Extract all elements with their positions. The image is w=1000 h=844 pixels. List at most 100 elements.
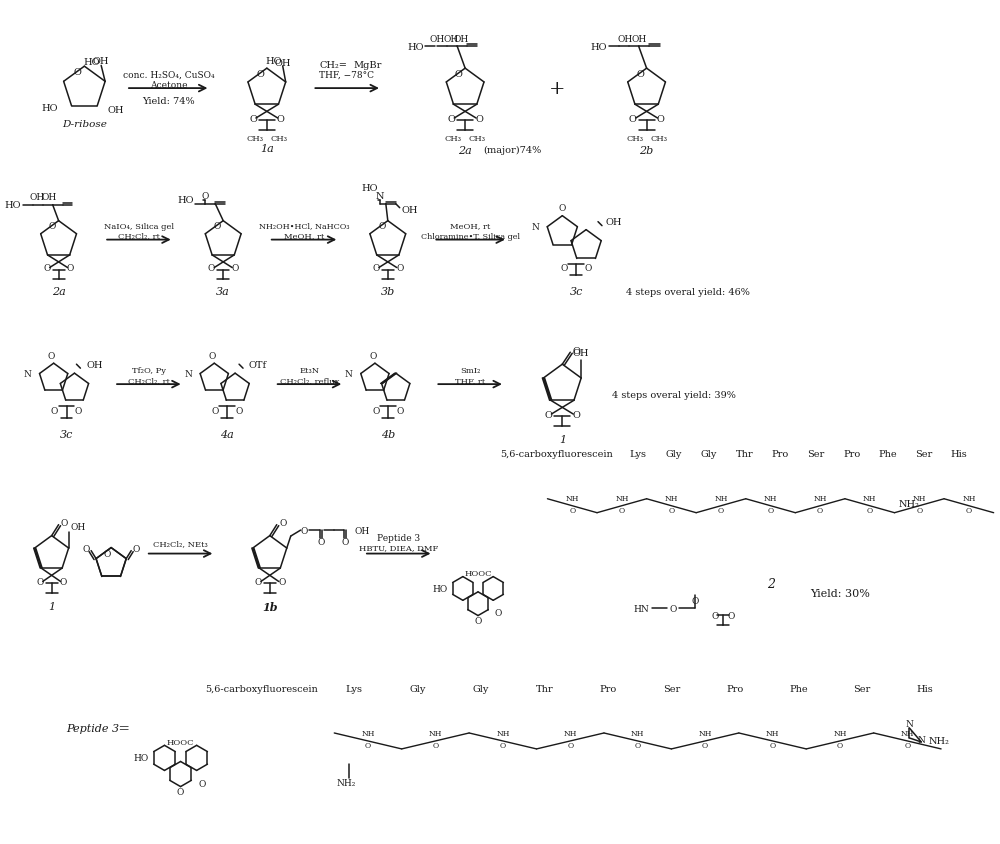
Text: 5,6-carboxyfluorescein: 5,6-carboxyfluorescein (500, 450, 613, 459)
Text: O: O (49, 221, 56, 230)
Text: O: O (432, 741, 438, 749)
Text: CH₂Cl₂, rt: CH₂Cl₂, rt (118, 232, 160, 241)
Text: MeOH, rt: MeOH, rt (450, 222, 490, 230)
Text: O: O (619, 506, 625, 514)
Text: 3b: 3b (381, 287, 395, 297)
Text: O: O (365, 741, 371, 749)
Text: Peptide 3: Peptide 3 (67, 723, 120, 733)
Text: NH₂OH•HCl, NaHCO₃: NH₂OH•HCl, NaHCO₃ (259, 222, 350, 230)
Text: O: O (837, 741, 843, 749)
Text: OH: OH (454, 35, 469, 44)
Text: His: His (951, 450, 967, 459)
Text: 1: 1 (48, 602, 55, 612)
Text: Phe: Phe (789, 684, 808, 693)
Text: 3c: 3c (570, 287, 583, 297)
Text: Phe: Phe (878, 450, 897, 459)
Text: O: O (214, 221, 221, 230)
Text: NH: NH (361, 729, 375, 737)
Text: O: O (249, 115, 257, 123)
Text: O: O (692, 596, 699, 605)
Text: O: O (657, 115, 664, 123)
Text: NH: NH (631, 729, 644, 737)
Text: Ser: Ser (853, 684, 870, 693)
Text: OH: OH (573, 348, 589, 357)
Text: O: O (132, 544, 140, 554)
Text: D-ribose: D-ribose (62, 121, 107, 129)
Text: N: N (184, 370, 192, 379)
Text: O: O (342, 537, 349, 546)
Text: NH: NH (698, 729, 712, 737)
Text: Pro: Pro (726, 684, 743, 693)
Text: CH₂Cl₂, NEt₃: CH₂Cl₂, NEt₃ (153, 540, 208, 548)
Text: Thr: Thr (536, 684, 553, 693)
Text: O: O (277, 115, 285, 123)
Text: OH: OH (86, 360, 103, 370)
Text: NH₂: NH₂ (336, 778, 356, 787)
Text: O: O (569, 506, 575, 514)
Text: CH₃: CH₃ (626, 135, 643, 143)
Text: +: + (549, 80, 566, 98)
Text: O: O (235, 406, 243, 415)
Text: N: N (376, 192, 384, 201)
Text: CH₃: CH₃ (445, 135, 462, 143)
Text: O: O (769, 741, 776, 749)
Text: O: O (177, 787, 184, 797)
Text: N: N (345, 370, 353, 379)
Text: O: O (495, 608, 502, 617)
Text: NH: NH (764, 495, 777, 502)
Text: Et₃N: Et₃N (299, 367, 320, 375)
Text: NH: NH (766, 729, 779, 737)
Text: OH: OH (430, 35, 445, 44)
Text: NH: NH (863, 495, 876, 502)
Text: O: O (369, 351, 377, 360)
Text: Lys: Lys (346, 684, 363, 693)
Text: O: O (73, 68, 81, 77)
Text: O: O (60, 577, 67, 587)
Text: HO: HO (4, 201, 21, 210)
Text: NH: NH (496, 729, 510, 737)
Text: OH: OH (606, 218, 622, 227)
Text: CH₃: CH₃ (246, 135, 263, 143)
Text: 2b: 2b (639, 146, 654, 155)
Text: Ser: Ser (808, 450, 825, 459)
Text: HO: HO (432, 584, 448, 593)
Text: HN: HN (634, 604, 650, 613)
Text: NH: NH (833, 729, 847, 737)
Text: CH₃: CH₃ (469, 135, 486, 143)
Text: His: His (917, 684, 934, 693)
Text: HO: HO (83, 58, 99, 67)
Text: O: O (561, 263, 568, 273)
Text: O: O (279, 518, 286, 528)
Text: N: N (24, 370, 32, 379)
Text: O: O (475, 115, 483, 123)
Text: O: O (378, 221, 386, 230)
Text: HO: HO (177, 196, 193, 205)
Text: THF, −78°C: THF, −78°C (319, 71, 374, 79)
Text: N: N (531, 223, 539, 232)
Text: Pro: Pro (772, 450, 789, 459)
Text: HBTU, DIEA, DMF: HBTU, DIEA, DMF (359, 544, 438, 552)
Text: O: O (208, 263, 215, 273)
Text: HO: HO (407, 43, 423, 51)
Text: O: O (48, 351, 55, 360)
Text: O: O (572, 346, 580, 355)
Text: NH: NH (665, 495, 678, 502)
Text: O: O (702, 741, 708, 749)
Text: N: N (917, 736, 925, 744)
Text: conc. H₂SO₄, CuSO₄: conc. H₂SO₄, CuSO₄ (123, 71, 214, 79)
Text: O: O (767, 506, 774, 514)
Text: CH₂=: CH₂= (319, 61, 347, 69)
Text: OH: OH (617, 35, 632, 44)
Text: OH: OH (631, 35, 646, 44)
Text: O: O (396, 263, 403, 273)
Text: NH: NH (962, 495, 976, 502)
Text: O: O (301, 526, 308, 535)
Text: O: O (212, 406, 219, 415)
Text: O: O (635, 741, 641, 749)
Text: O: O (727, 611, 735, 620)
Text: O: O (544, 410, 552, 419)
Text: O: O (67, 263, 74, 273)
Text: O: O (572, 410, 580, 419)
Text: N: N (905, 718, 913, 728)
Text: 2: 2 (767, 577, 775, 590)
